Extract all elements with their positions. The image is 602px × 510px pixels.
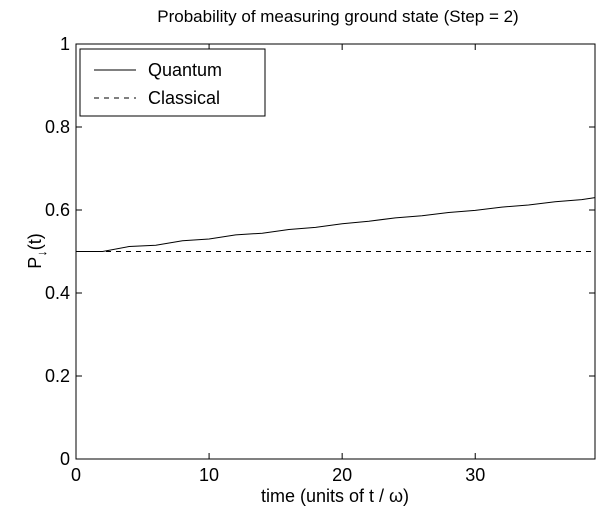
- legend-quantum-label: Quantum: [148, 60, 222, 80]
- chart-title: Probability of measuring ground state (S…: [157, 7, 518, 26]
- svg-text:P↓(t): P↓(t): [25, 233, 49, 269]
- legend-box: [79, 48, 266, 117]
- x-tick-label: 30: [465, 465, 485, 485]
- y-axis-label-subscript: ↓: [34, 250, 49, 257]
- y-tick-label: 0.2: [45, 366, 70, 386]
- y-axis-label: P↓(t): [25, 233, 49, 269]
- y-tick-label: 0.8: [45, 117, 70, 137]
- y-tick-label: 0.4: [45, 283, 70, 303]
- x-tick-label: 0: [71, 465, 81, 485]
- series-lines: [76, 197, 596, 252]
- series-line-quantum: [76, 197, 596, 252]
- y-axis-label-main: P: [25, 257, 45, 269]
- y-tick-label: 1: [60, 34, 70, 54]
- x-axis-label: time (units of t / ω): [261, 486, 409, 506]
- legend-classical-label: Classical: [148, 88, 220, 108]
- legend: Quantum Classical: [79, 48, 266, 117]
- y-tick-label: 0.6: [45, 200, 70, 220]
- x-tick-label: 10: [199, 465, 219, 485]
- axis-ticks: 0 10 20 30 0 0.2 0.4 0.6 0.8 1: [45, 34, 595, 485]
- x-tick-label: 20: [332, 465, 352, 485]
- y-axis-label-tail: (t): [25, 233, 45, 250]
- y-tick-label: 0: [60, 449, 70, 469]
